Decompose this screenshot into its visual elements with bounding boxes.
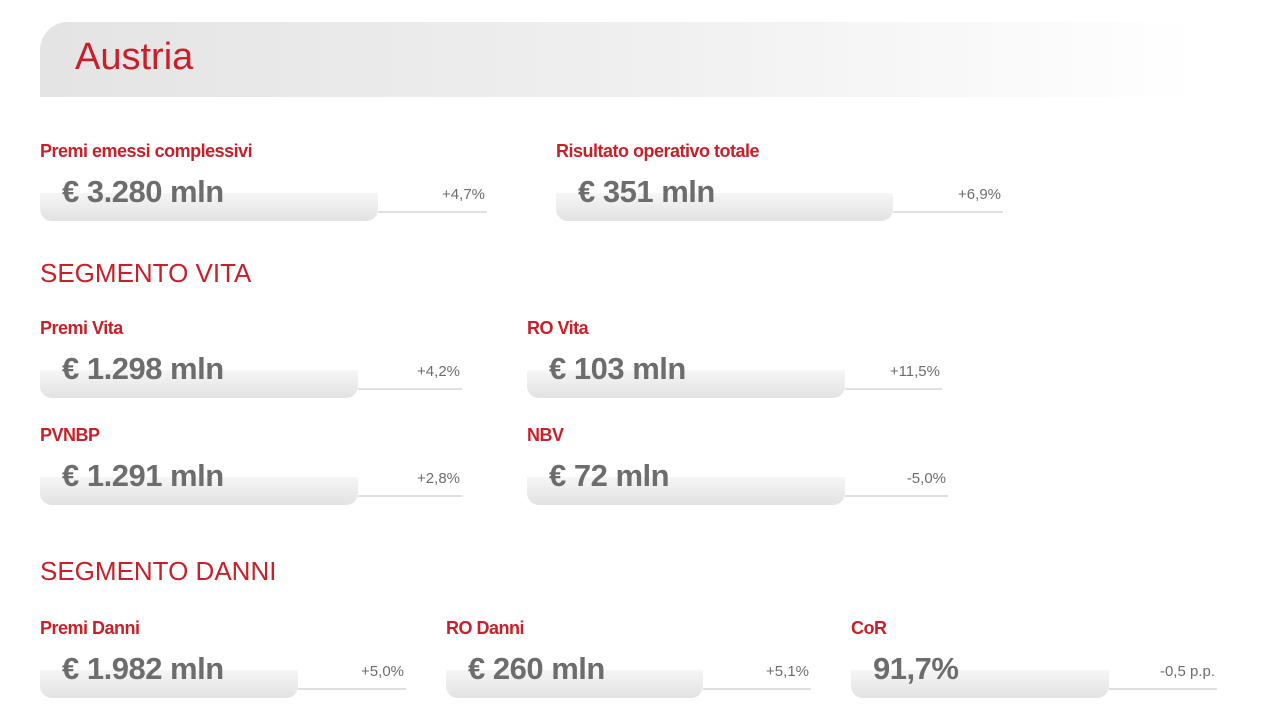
metric-label: Premi emessi complessivi bbox=[40, 141, 253, 161]
value-bar bbox=[851, 670, 1109, 698]
metric-change: +2,8% bbox=[417, 470, 460, 487]
divider bbox=[703, 688, 811, 690]
section-title: SEGMENTO DANNI bbox=[40, 556, 277, 586]
value-bar bbox=[527, 477, 845, 505]
metric-label: PVNBP bbox=[40, 425, 100, 445]
value-bar bbox=[40, 370, 358, 398]
metric-value: € 351 mln bbox=[578, 174, 715, 209]
divider bbox=[298, 688, 406, 690]
divider bbox=[845, 495, 948, 497]
divider bbox=[1109, 688, 1217, 690]
value-bar bbox=[40, 193, 378, 221]
metric-label: RO Vita bbox=[527, 318, 589, 338]
divider bbox=[358, 495, 462, 497]
metric-change: -5,0% bbox=[906, 470, 946, 487]
value-bar bbox=[40, 477, 358, 505]
header-band bbox=[40, 22, 1200, 97]
metric-value: € 1.298 mln bbox=[62, 351, 224, 386]
metric-label: CoR bbox=[851, 618, 887, 638]
metric-label: NBV bbox=[527, 425, 564, 445]
value-bar bbox=[40, 670, 298, 698]
metric-value: € 72 mln bbox=[549, 458, 670, 493]
metric-label: Premi Vita bbox=[40, 318, 123, 338]
metric-value: € 1.291 mln bbox=[62, 458, 224, 493]
metric-value: 91,7% bbox=[873, 651, 959, 686]
metric-change: +4,2% bbox=[417, 363, 460, 380]
metric-value: € 103 mln bbox=[549, 351, 686, 386]
value-bar bbox=[556, 193, 893, 221]
metric-change: +5,0% bbox=[361, 663, 404, 680]
divider bbox=[893, 211, 1003, 213]
value-bar bbox=[446, 670, 703, 698]
divider bbox=[845, 388, 942, 390]
metric-value: € 1.982 mln bbox=[62, 651, 224, 686]
divider bbox=[378, 211, 487, 213]
metric-label: RO Danni bbox=[446, 618, 525, 638]
metric-change: -0,5 p.p. bbox=[1159, 663, 1215, 680]
metric-change: +5,1% bbox=[766, 663, 809, 680]
value-bar bbox=[527, 370, 845, 398]
metric-change: +4,7% bbox=[442, 186, 485, 203]
divider bbox=[358, 388, 462, 390]
metric-change: +6,9% bbox=[958, 186, 1001, 203]
metric-change: +11,5% bbox=[889, 363, 940, 380]
metric-value: € 260 mln bbox=[468, 651, 605, 686]
header-title: Austria bbox=[75, 36, 194, 78]
metric-label: Premi Danni bbox=[40, 618, 140, 638]
section-title: SEGMENTO VITA bbox=[40, 258, 252, 288]
metric-label: Risultato operativo totale bbox=[556, 141, 760, 161]
metric-value: € 3.280 mln bbox=[62, 174, 224, 209]
